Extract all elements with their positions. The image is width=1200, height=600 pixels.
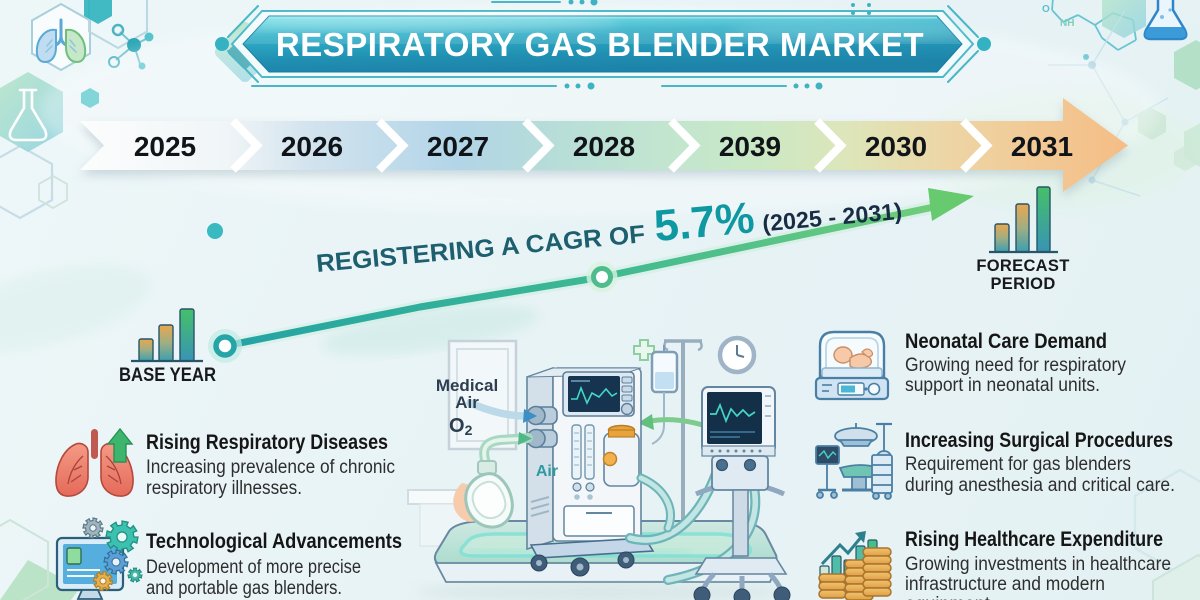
svg-text:2039: 2039 xyxy=(719,131,781,162)
svg-text:BASE YEAR: BASE YEAR xyxy=(119,365,216,386)
svg-text:and portable gas blenders.: and portable gas blenders. xyxy=(146,578,342,599)
svg-text:O: O xyxy=(1042,4,1050,15)
svg-text:2028: 2028 xyxy=(573,131,635,162)
svg-text:Requirement for gas blenders: Requirement for gas blenders xyxy=(905,454,1131,475)
svg-text:PERIOD: PERIOD xyxy=(990,275,1055,293)
svg-text:Rising Healthcare Expenditure: Rising Healthcare Expenditure xyxy=(905,528,1163,551)
svg-text:2030: 2030 xyxy=(865,131,927,162)
svg-text:support in neonatal units.: support in neonatal units. xyxy=(905,375,1100,396)
svg-text:Increasing prevalence of chron: Increasing prevalence of chronic xyxy=(146,457,395,478)
svg-text:Growing need for respiratory: Growing need for respiratory xyxy=(905,355,1126,376)
svg-text:RESPIRATORY GAS BLENDER MARKET: RESPIRATORY GAS BLENDER MARKET xyxy=(276,26,924,63)
svg-text:respiratory illnesses.: respiratory illnesses. xyxy=(146,478,302,499)
svg-text:2026: 2026 xyxy=(281,131,343,162)
svg-text:Growing investments in healthc: Growing investments in healthcare xyxy=(905,554,1171,575)
svg-text:Medical: Medical xyxy=(436,376,498,395)
svg-text:5.7%: 5.7% xyxy=(652,193,756,251)
svg-text:FORECAST: FORECAST xyxy=(976,257,1069,275)
svg-text:Air: Air xyxy=(536,463,558,480)
svg-text:Neonatal Care Demand: Neonatal Care Demand xyxy=(905,330,1107,353)
svg-text:during anesthesia and critical: during anesthesia and critical care. xyxy=(905,475,1175,496)
svg-text:Development of more precise: Development of more precise xyxy=(146,557,361,578)
svg-text:infrastructure and modern: infrastructure and modern xyxy=(905,574,1105,595)
svg-text:Increasing Surgical Procedures: Increasing Surgical Procedures xyxy=(905,429,1173,452)
svg-text:Technological Advancements: Technological Advancements xyxy=(146,530,402,553)
svg-text:NH: NH xyxy=(1060,18,1074,29)
svg-text:Air: Air xyxy=(455,393,479,412)
svg-text:2031: 2031 xyxy=(1011,131,1073,162)
svg-text:2025: 2025 xyxy=(134,131,196,162)
svg-text:Rising Respiratory Diseases: Rising Respiratory Diseases xyxy=(146,431,388,454)
svg-text:equipment.: equipment. xyxy=(905,594,995,600)
svg-text:2027: 2027 xyxy=(427,131,489,162)
